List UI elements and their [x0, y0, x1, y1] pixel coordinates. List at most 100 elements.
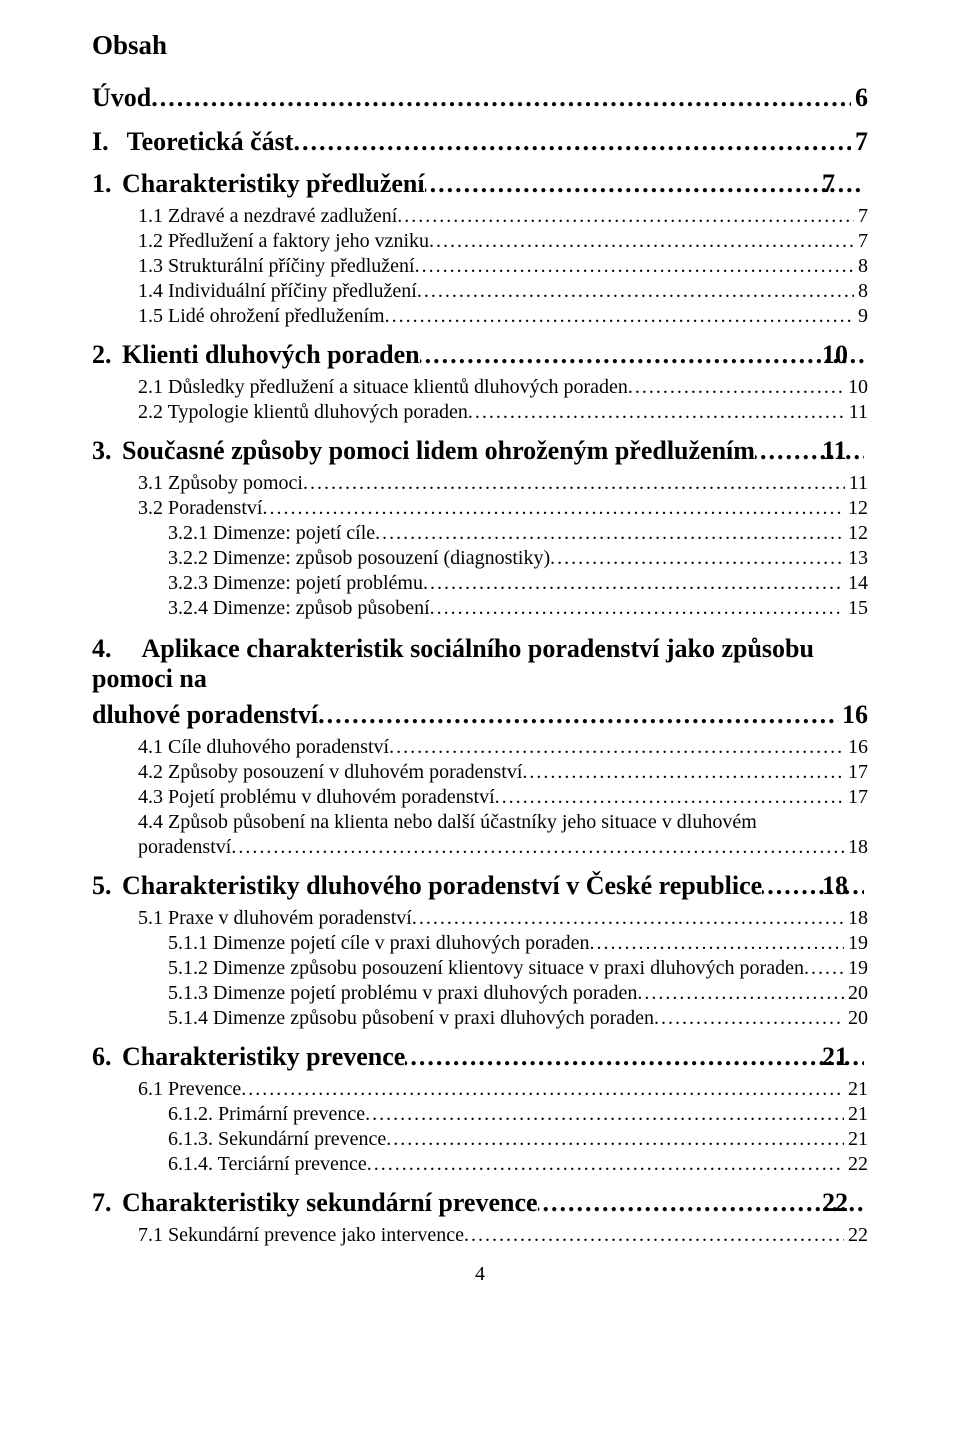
leader-dots: ........................................…	[303, 472, 845, 495]
toc-entry: 6.1 Prevence............................…	[92, 1078, 868, 1101]
leader-dots: ........................................…	[464, 1224, 844, 1247]
toc-page: 14	[844, 572, 868, 595]
toc-entry: 2.Klienti dluhových poraden.............…	[92, 340, 868, 370]
toc-entry: 5.1.1 Dimenze pojetí cíle v praxi dluhov…	[92, 932, 868, 955]
toc-entry: 5.1.3 Dimenze pojetí problému v praxi dl…	[92, 982, 868, 1005]
toc-label: 3.2 Poradenství	[138, 497, 262, 520]
leader-dots: ........................................…	[241, 1078, 844, 1101]
leader-dots: ........................................…	[318, 700, 838, 730]
leader-dots: ........................................…	[429, 230, 854, 253]
toc-label: 4.1 Cíle dluhového poradenství	[138, 736, 389, 759]
toc-page: 17	[844, 761, 868, 784]
toc-entry: 5.1 Praxe v dluhovém poradenství........…	[92, 907, 868, 930]
toc-entry: 5.1.2 Dimenze způsobu posouzení klientov…	[92, 957, 868, 980]
leader-dots: ........................................…	[375, 522, 844, 545]
leader-dots: ........................................…	[423, 572, 844, 595]
leader-dots: ........................................…	[420, 340, 864, 370]
toc-entry-4-4: 4.4 Způsob působení na klienta nebo dalš…	[92, 811, 868, 834]
toc-label: Charakteristiky prevence	[168, 1042, 405, 1072]
toc-label: 1.4 Individuální příčiny předlužení	[138, 280, 417, 303]
leader-dots: ........................................…	[654, 1007, 844, 1030]
toc-label: 1.3 Strukturální příčiny předlužení	[138, 255, 415, 278]
leader-dots: ........................................…	[405, 1042, 864, 1072]
toc-page: 16	[844, 736, 868, 759]
toc-page: 16	[838, 700, 868, 730]
toc-heading-4-line2: dluhové poradenství ....................…	[92, 700, 868, 730]
toc-entry: 1.3 Strukturální příčiny předlužení.....…	[92, 255, 868, 278]
leader-dots: ........................................…	[762, 871, 864, 901]
toc-page: 7	[854, 230, 868, 253]
toc-page: 18	[844, 836, 868, 859]
leader-dots: ........................................…	[397, 205, 854, 228]
toc-page: 8	[854, 255, 868, 278]
toc-entry: 4.2 Způsoby posouzení v dluhovém poraden…	[92, 761, 868, 784]
toc-label: Aplikace charakteristik sociálního porad…	[92, 634, 814, 693]
leader-dots: ........................................…	[293, 127, 851, 157]
toc-page: 12	[844, 522, 868, 545]
leader-dots: ........................................…	[804, 957, 844, 980]
toc-page: 8	[854, 280, 868, 303]
toc-page: 21	[844, 1078, 868, 1101]
toc-label: 4.3 Pojetí problému v dluhovém poradenst…	[138, 786, 495, 809]
leader-dots: ........................................…	[468, 401, 845, 424]
toc-section: Úvod....................................…	[92, 83, 868, 620]
toc-label: 3.2.1 Dimenze: pojetí cíle	[168, 522, 375, 545]
leader-dots: ........................................…	[412, 907, 844, 930]
toc-label: 1.5 Lidé ohrožení předlužením	[138, 305, 385, 328]
toc-entry-4-4-line2: poradenství ............................…	[92, 836, 868, 859]
leader-dots: ........................................…	[755, 436, 864, 466]
toc-page: 21	[844, 1103, 868, 1126]
toc-page: 10	[864, 340, 868, 370]
leader-dots: ........................................…	[538, 1188, 864, 1218]
leader-dots: ........................................…	[262, 497, 844, 520]
toc-entry: 6.1.2. Primární prevence................…	[92, 1103, 868, 1126]
leader-dots: ........................................…	[425, 169, 864, 199]
toc-entry: 7.Charakteristiky sekundární prevence...…	[92, 1188, 868, 1218]
toc-page: 22	[844, 1224, 868, 1247]
toc-label: 5.1.4 Dimenze způsobu působení v praxi d…	[168, 1007, 654, 1030]
toc-label: 1.2 Předlužení a faktory jeho vzniku	[138, 230, 429, 253]
toc-entry: 1.Charakteristiky předlužení............…	[92, 169, 868, 199]
toc-page: 19	[844, 957, 868, 980]
toc-entry: 3.2.1 Dimenze: pojetí cíle..............…	[92, 522, 868, 545]
toc-num: 4.	[92, 634, 112, 663]
toc-label: 1.1 Zdravé a nezdravé zadlužení	[138, 205, 397, 228]
toc-page: 19	[844, 932, 868, 955]
toc-label: 6.1 Prevence	[138, 1078, 241, 1101]
toc-label: Klienti dluhových poraden	[168, 340, 420, 370]
toc-entry: 5.1.4 Dimenze způsobu působení v praxi d…	[92, 1007, 868, 1030]
toc-entry: 3.Současné způsoby pomoci lidem ohrožený…	[92, 436, 868, 466]
toc-entry: 1.1 Zdravé a nezdravé zadlužení.........…	[92, 205, 868, 228]
leader-dots: ........................................…	[637, 982, 844, 1005]
toc-label: 6.1.3. Sekundární prevence	[168, 1128, 386, 1151]
leader-dots: ........................................…	[590, 932, 844, 955]
toc-entry: 2.2 Typologie klientů dluhových poraden.…	[92, 401, 868, 424]
leader-dots: ........................................…	[495, 786, 844, 809]
toc-page: 17	[844, 786, 868, 809]
toc-label: 5.1.2 Dimenze způsobu posouzení klientov…	[168, 957, 804, 980]
toc-entry: 6.Charakteristiky prevence..............…	[92, 1042, 868, 1072]
toc-page: 6	[851, 83, 868, 113]
toc-page: 7	[864, 169, 868, 199]
toc-label: dluhové poradenství	[92, 700, 318, 730]
toc-page: 7	[854, 205, 868, 228]
toc-label: 2.2 Typologie klientů dluhových poraden	[138, 401, 468, 424]
toc-num: I.	[92, 127, 109, 157]
page-title: Obsah	[92, 30, 868, 61]
leader-dots: ........................................…	[389, 736, 844, 759]
leader-dots: ........................................…	[231, 836, 844, 859]
leader-dots: ........................................…	[386, 1128, 844, 1151]
leader-dots: ........................................…	[417, 280, 854, 303]
toc-entry: I. Teoretická část.......................…	[92, 127, 868, 157]
toc-label: Teoretická část	[127, 127, 294, 157]
toc-label: 5.1 Praxe v dluhovém poradenství	[138, 907, 412, 930]
toc-page: 20	[844, 982, 868, 1005]
leader-dots: ........................................…	[151, 83, 851, 113]
toc-label: 2.1 Důsledky předlužení a situace klient…	[138, 376, 628, 399]
toc-heading-4: 4.Aplikace charakteristik sociálního por…	[92, 634, 868, 694]
toc-page: 10	[844, 376, 868, 399]
toc-label: Úvod	[92, 83, 151, 113]
toc-entry: 6.1.4. Terciární prevence...............…	[92, 1153, 868, 1176]
toc-subsection: 4.1 Cíle dluhového poradenství..........…	[92, 736, 868, 809]
toc-label: 3.2.3 Dimenze: pojetí problému	[168, 572, 423, 595]
